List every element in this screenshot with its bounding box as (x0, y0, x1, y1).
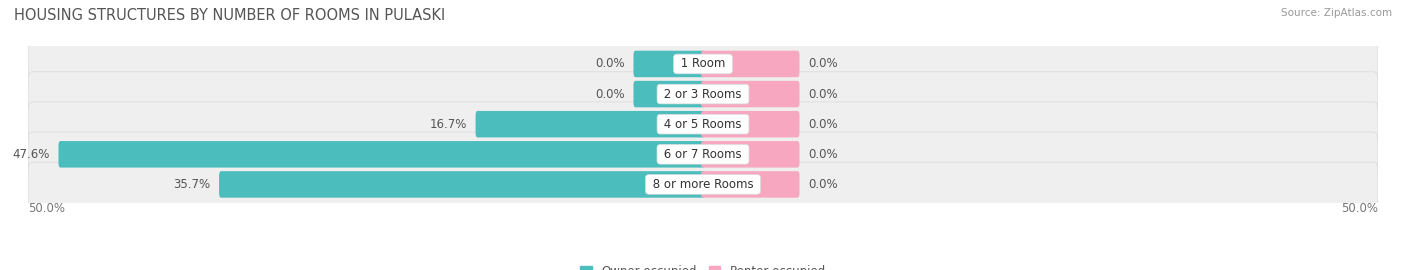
Text: 0.0%: 0.0% (808, 178, 838, 191)
Text: 6 or 7 Rooms: 6 or 7 Rooms (661, 148, 745, 161)
Text: 0.0%: 0.0% (808, 87, 838, 101)
FancyBboxPatch shape (702, 81, 800, 107)
Legend: Owner-occupied, Renter-occupied: Owner-occupied, Renter-occupied (575, 260, 831, 270)
Text: Source: ZipAtlas.com: Source: ZipAtlas.com (1281, 8, 1392, 18)
FancyBboxPatch shape (634, 81, 704, 107)
Text: 50.0%: 50.0% (28, 202, 65, 215)
FancyBboxPatch shape (702, 171, 800, 198)
FancyBboxPatch shape (702, 111, 800, 137)
Text: 0.0%: 0.0% (595, 58, 624, 70)
FancyBboxPatch shape (28, 162, 1378, 207)
Text: 0.0%: 0.0% (808, 58, 838, 70)
Text: 8 or more Rooms: 8 or more Rooms (648, 178, 758, 191)
Text: 2 or 3 Rooms: 2 or 3 Rooms (661, 87, 745, 101)
Text: 50.0%: 50.0% (1341, 202, 1378, 215)
Text: 35.7%: 35.7% (173, 178, 211, 191)
FancyBboxPatch shape (28, 42, 1378, 86)
FancyBboxPatch shape (219, 171, 704, 198)
FancyBboxPatch shape (28, 132, 1378, 177)
Text: 0.0%: 0.0% (808, 118, 838, 131)
FancyBboxPatch shape (28, 72, 1378, 116)
FancyBboxPatch shape (59, 141, 704, 168)
Text: 0.0%: 0.0% (808, 148, 838, 161)
FancyBboxPatch shape (702, 51, 800, 77)
FancyBboxPatch shape (28, 102, 1378, 147)
Text: 4 or 5 Rooms: 4 or 5 Rooms (661, 118, 745, 131)
Text: 0.0%: 0.0% (595, 87, 624, 101)
FancyBboxPatch shape (702, 141, 800, 168)
FancyBboxPatch shape (475, 111, 704, 137)
Text: HOUSING STRUCTURES BY NUMBER OF ROOMS IN PULASKI: HOUSING STRUCTURES BY NUMBER OF ROOMS IN… (14, 8, 446, 23)
Text: 47.6%: 47.6% (13, 148, 49, 161)
FancyBboxPatch shape (634, 51, 704, 77)
Text: 16.7%: 16.7% (429, 118, 467, 131)
Text: 1 Room: 1 Room (676, 58, 730, 70)
